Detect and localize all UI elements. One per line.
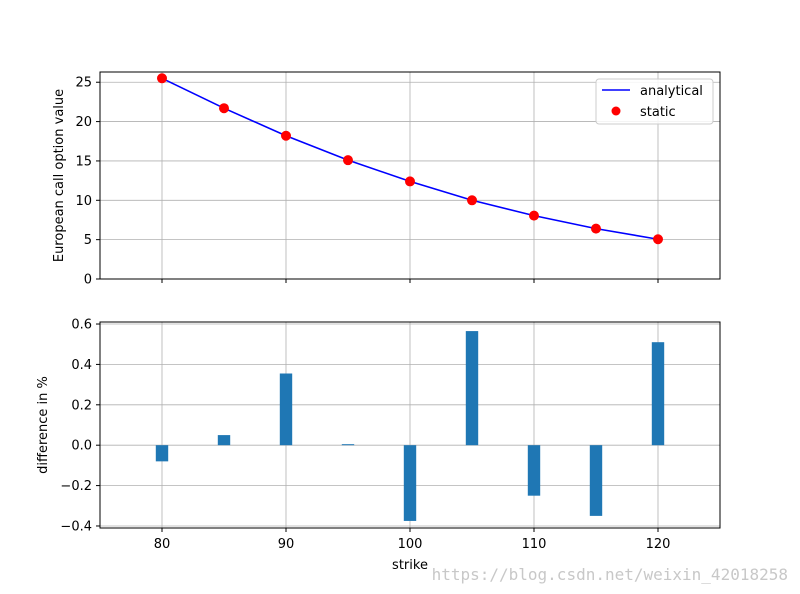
difference-bar — [403, 445, 417, 521]
difference-bar — [279, 373, 293, 446]
difference-bar — [341, 444, 355, 446]
static-point — [591, 223, 601, 234]
bottom-xtick-label: 110 — [522, 537, 547, 552]
watermark: https://blog.csdn.net/weixin_42018258 — [432, 565, 788, 584]
bottom-ytick-label: 0.0 — [71, 439, 92, 454]
static-point — [281, 130, 291, 141]
top-ytick-label: 0 — [84, 273, 92, 288]
difference-bar — [155, 445, 169, 462]
bottom-xlabel: strike — [392, 558, 428, 573]
legend: analytical static — [595, 78, 714, 125]
bottom-ytick-label: −0.2 — [60, 479, 92, 494]
bottom-ylabel: difference in % — [36, 376, 51, 474]
static-point — [467, 195, 477, 206]
top-ytick-label: 20 — [75, 115, 92, 130]
difference-bar — [527, 445, 541, 496]
difference-bar — [651, 342, 665, 446]
static-point — [157, 73, 167, 84]
bottom-xtick-label: 100 — [398, 537, 423, 552]
bottom-ytick-label: 0.2 — [71, 398, 92, 413]
static-point — [405, 176, 415, 187]
difference-bar — [465, 331, 479, 446]
difference-bar — [217, 435, 231, 446]
bottom-ytick-label: −0.4 — [60, 519, 92, 534]
difference-bar — [589, 445, 603, 516]
legend-label-static: static — [640, 105, 676, 120]
static-point — [653, 234, 663, 245]
top-ytick-label: 10 — [75, 194, 92, 209]
bottom-axes: 80 90 100 110 120 −0.4 −0.2 0.0 0.2 0.4 0.6 differe… — [36, 318, 721, 573]
top-axes: 0 5 10 15 20 25 European call option value anal… — [52, 71, 721, 288]
legend-marker-swatch — [611, 106, 621, 116]
top-ytick-label: 15 — [75, 154, 92, 169]
static-point — [219, 103, 229, 114]
static-point — [529, 210, 539, 221]
top-ytick-label: 25 — [75, 76, 92, 91]
top-ylabel: European call option value — [52, 89, 67, 262]
static-point — [343, 155, 353, 166]
bottom-xtick-label: 90 — [278, 537, 295, 552]
bottom-ytick-label: 0.4 — [71, 358, 92, 373]
top-ytick-label: 5 — [84, 233, 92, 248]
bottom-xtick-label: 80 — [154, 537, 171, 552]
bottom-ytick-label: 0.6 — [71, 318, 92, 333]
bottom-xtick-label: 120 — [646, 537, 671, 552]
legend-label-analytical: analytical — [640, 84, 703, 99]
